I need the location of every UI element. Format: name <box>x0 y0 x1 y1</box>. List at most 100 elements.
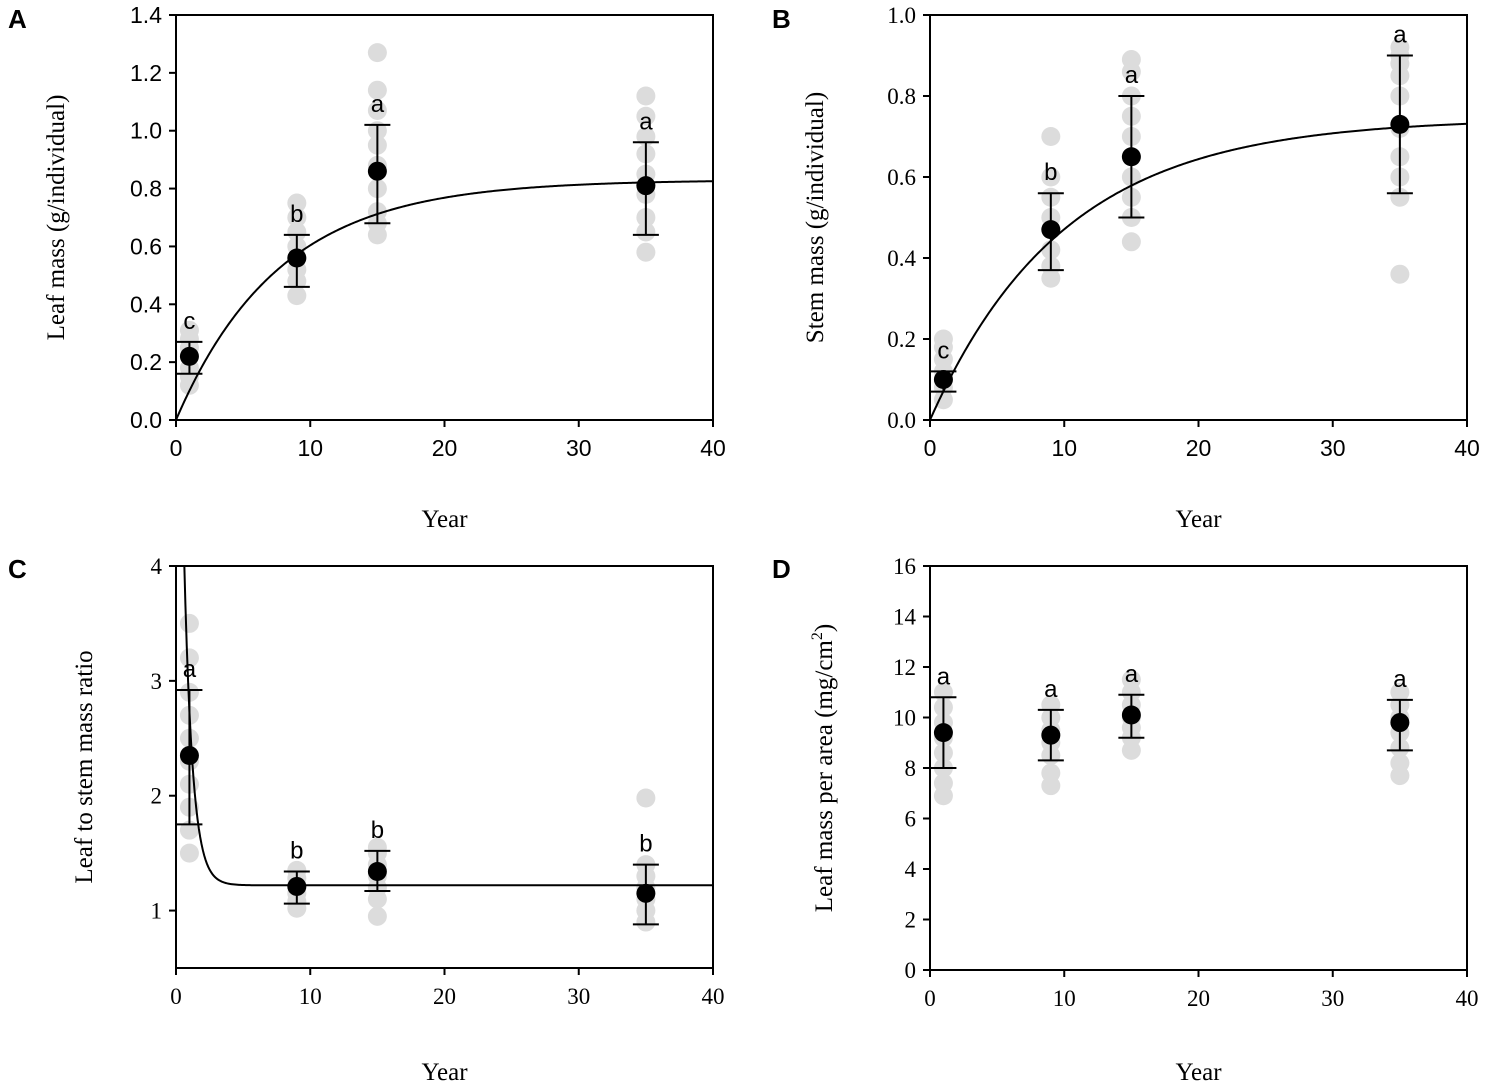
significance-letter: a <box>1393 22 1407 49</box>
raw-points <box>933 37 1410 410</box>
significance-letter: b <box>290 838 303 865</box>
significance-letter: b <box>290 201 303 228</box>
panel-b: Bc b a a 0 10 20 30 40 0.0 0.2 0.4 0.6 0.8 1.0 Year Stem… <box>772 3 1480 533</box>
raw-point <box>367 80 387 100</box>
raw-point <box>636 86 656 106</box>
mean-point <box>636 883 656 903</box>
plot-frame <box>175 565 714 969</box>
raw-points <box>179 43 656 395</box>
x-tick-label: 0 <box>924 986 936 1011</box>
panel-a: Ac b a a 0 10 20 30 40 0.0 0.2 0.4 0.6 0.8 1.0 1.2 1.4 Ye… <box>8 2 726 533</box>
y-tick-label: 14 <box>893 605 917 630</box>
mean-point <box>1041 725 1061 745</box>
plot-frame <box>929 14 1468 421</box>
significance-letter: a <box>183 656 197 683</box>
panel-d: Da a a a 0 10 20 30 40 0 2 4 6 8 10 12 14 16 Year Leaf mass… <box>772 554 1479 1086</box>
x-axis-title: Year <box>421 1059 468 1086</box>
y-tick-label: 4 <box>151 554 163 579</box>
x-axis-title: Year <box>1175 506 1222 533</box>
mean-point <box>636 176 656 196</box>
y-tick-label: 0.8 <box>130 176 162 202</box>
raw-point <box>636 242 656 262</box>
fit-curve <box>176 180 713 420</box>
y-tick-label: 3 <box>151 669 163 694</box>
raw-point <box>367 906 387 926</box>
raw-point <box>933 773 953 793</box>
raw-point <box>1121 50 1141 70</box>
y-axis-title: Leaf mass (g/individual) <box>43 95 70 341</box>
x-axis-title: Year <box>1175 1059 1222 1086</box>
x-tick-label: 30 <box>1320 435 1346 461</box>
raw-point <box>287 286 307 306</box>
x-tick-label: 0 <box>170 435 183 461</box>
raw-point <box>1041 167 1061 187</box>
x-tick-label: 30 <box>567 984 590 1009</box>
mean-point <box>1390 114 1410 134</box>
fit-curve <box>930 122 1467 420</box>
significance-letter: b <box>1044 159 1057 186</box>
x-tick-label: 30 <box>566 435 592 461</box>
y-tick-label: 0.4 <box>887 246 916 271</box>
raw-point <box>179 320 199 340</box>
y-tick-label: 16 <box>893 554 916 579</box>
x-tick-label: 20 <box>433 984 456 1009</box>
raw-point <box>287 222 307 242</box>
y-tick-label: 0.6 <box>887 165 916 190</box>
mean-point <box>933 723 953 743</box>
panel-letter: C <box>8 554 27 584</box>
raw-point <box>1390 682 1410 702</box>
y-axis-title: Leaf mass per area (mg/cm2) <box>809 624 838 912</box>
y-tick-label: 8 <box>905 756 917 781</box>
raw-point <box>367 837 387 857</box>
y-tick-label: 12 <box>893 655 916 680</box>
y-tick-label: 0.2 <box>130 349 162 375</box>
significance-letter: a <box>1393 666 1407 693</box>
significance-letter: a <box>937 663 951 690</box>
significance-letter: c <box>183 308 195 335</box>
raw-point <box>1390 753 1410 773</box>
raw-point <box>1121 232 1141 252</box>
mean-point <box>1121 705 1141 725</box>
y-tick-label: 2 <box>905 908 917 933</box>
x-tick-label: 0 <box>924 435 937 461</box>
x-tick-label: 20 <box>1187 986 1210 1011</box>
raw-point <box>1041 127 1061 146</box>
raw-point <box>179 843 199 863</box>
raw-points <box>179 613 656 932</box>
significance-letter: a <box>639 108 653 135</box>
plot-frame <box>929 565 1468 971</box>
y-tick-label: 6 <box>905 807 917 832</box>
raw-point <box>1390 37 1410 57</box>
panel-letter: D <box>772 554 791 584</box>
raw-point <box>179 648 199 668</box>
x-tick-label: 20 <box>1186 435 1212 461</box>
raw-point <box>636 788 656 808</box>
x-tick-label: 30 <box>1321 986 1344 1011</box>
x-tick-label: 40 <box>700 435 726 461</box>
raw-point <box>1041 763 1061 783</box>
raw-point <box>636 106 656 126</box>
significance-letter: b <box>639 831 652 858</box>
mean-point <box>179 746 199 766</box>
fit-curve <box>183 566 713 887</box>
panel-c: Ca b b b 0 10 20 30 40 1 2 3 4 Year Leaf to stem mass … <box>8 554 725 1086</box>
raw-point <box>287 208 307 227</box>
x-tick-label: 10 <box>1053 986 1076 1011</box>
raw-point <box>179 613 199 633</box>
y-tick-label: 0.8 <box>887 84 916 109</box>
panel-letter: B <box>772 4 791 34</box>
x-tick-label: 10 <box>1051 435 1077 461</box>
x-tick-label: 40 <box>702 984 725 1009</box>
mean-point <box>1041 220 1061 240</box>
y-tick-label: 1.0 <box>887 3 916 28</box>
raw-point <box>636 127 656 146</box>
mean-point <box>1121 147 1141 167</box>
y-axis-title: Stem mass (g/individual) <box>802 92 829 343</box>
mean-point <box>287 248 307 268</box>
y-tick-label: 1.0 <box>130 118 162 144</box>
significance-letter: a <box>1125 661 1139 688</box>
raw-points <box>933 670 1410 806</box>
mean-point <box>933 370 953 389</box>
x-tick-label: 10 <box>297 435 323 461</box>
